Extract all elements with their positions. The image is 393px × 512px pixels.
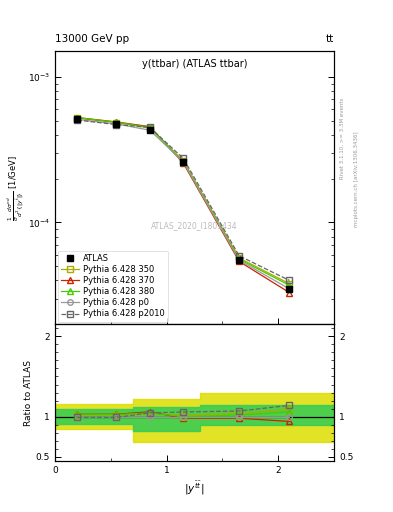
ATLAS: [237, 257, 242, 263]
Pythia 6.428 380: [287, 282, 292, 288]
Line: Pythia 6.428 p0: Pythia 6.428 p0: [75, 117, 292, 292]
Pythia 6.428 370: [181, 160, 186, 166]
Pythia 6.428 p2010: [181, 156, 186, 162]
ATLAS: [287, 286, 292, 292]
Pythia 6.428 370: [147, 123, 152, 130]
ATLAS: [114, 121, 119, 127]
Pythia 6.428 370: [237, 259, 242, 265]
Pythia 6.428 380: [114, 119, 119, 125]
X-axis label: $|y^{\bar{t}\bar{t}}|$: $|y^{\bar{t}\bar{t}}|$: [184, 480, 205, 498]
Pythia 6.428 p0: [181, 159, 186, 165]
Pythia 6.428 370: [287, 289, 292, 295]
Text: ATLAS_2020_I1801434: ATLAS_2020_I1801434: [151, 222, 238, 230]
Pythia 6.428 p0: [287, 286, 292, 292]
Line: ATLAS: ATLAS: [75, 117, 292, 292]
Legend: ATLAS, Pythia 6.428 350, Pythia 6.428 370, Pythia 6.428 380, Pythia 6.428 p0, Py: ATLAS, Pythia 6.428 350, Pythia 6.428 37…: [57, 251, 167, 322]
Pythia 6.428 p0: [75, 116, 80, 122]
Pythia 6.428 350: [181, 158, 186, 164]
Pythia 6.428 p0: [147, 127, 152, 133]
ATLAS: [147, 127, 152, 133]
Pythia 6.428 p2010: [114, 121, 119, 127]
Pythia 6.428 350: [287, 281, 292, 287]
Pythia 6.428 350: [75, 115, 80, 121]
Y-axis label: Ratio to ATLAS: Ratio to ATLAS: [24, 359, 33, 425]
Text: tt: tt: [326, 33, 334, 44]
ATLAS: [181, 159, 186, 165]
Text: 13000 GeV pp: 13000 GeV pp: [55, 33, 129, 44]
Pythia 6.428 p2010: [287, 278, 292, 284]
Pythia 6.428 350: [147, 125, 152, 131]
Pythia 6.428 350: [237, 255, 242, 261]
Pythia 6.428 370: [114, 119, 119, 125]
Pythia 6.428 380: [147, 124, 152, 131]
Line: Pythia 6.428 p2010: Pythia 6.428 p2010: [75, 117, 292, 283]
Pythia 6.428 p0: [237, 257, 242, 263]
Text: mcplots.cern.ch [arXiv:1306.3436]: mcplots.cern.ch [arXiv:1306.3436]: [354, 132, 359, 227]
Pythia 6.428 380: [237, 256, 242, 262]
Pythia 6.428 380: [181, 159, 186, 165]
Line: Pythia 6.428 380: Pythia 6.428 380: [75, 115, 292, 288]
Text: y(ttbar) (ATLAS ttbar): y(ttbar) (ATLAS ttbar): [142, 59, 247, 70]
Pythia 6.428 p0: [114, 121, 119, 127]
Line: Pythia 6.428 350: Pythia 6.428 350: [75, 115, 292, 286]
Pythia 6.428 370: [75, 115, 80, 121]
Pythia 6.428 p2010: [237, 253, 242, 259]
Pythia 6.428 p2010: [75, 117, 80, 123]
Pythia 6.428 350: [114, 119, 119, 125]
Pythia 6.428 p2010: [147, 124, 152, 131]
Text: Rivet 3.1.10, >= 3.3M events: Rivet 3.1.10, >= 3.3M events: [340, 98, 345, 179]
Pythia 6.428 380: [75, 115, 80, 121]
Y-axis label: $\frac{1}{\sigma}\frac{d\sigma^{nd}}{d^{2}\{|y^{\bar{t}}|\}}$ [1/GeV]: $\frac{1}{\sigma}\frac{d\sigma^{nd}}{d^{…: [6, 155, 26, 221]
Line: Pythia 6.428 370: Pythia 6.428 370: [75, 115, 292, 295]
ATLAS: [75, 116, 80, 122]
